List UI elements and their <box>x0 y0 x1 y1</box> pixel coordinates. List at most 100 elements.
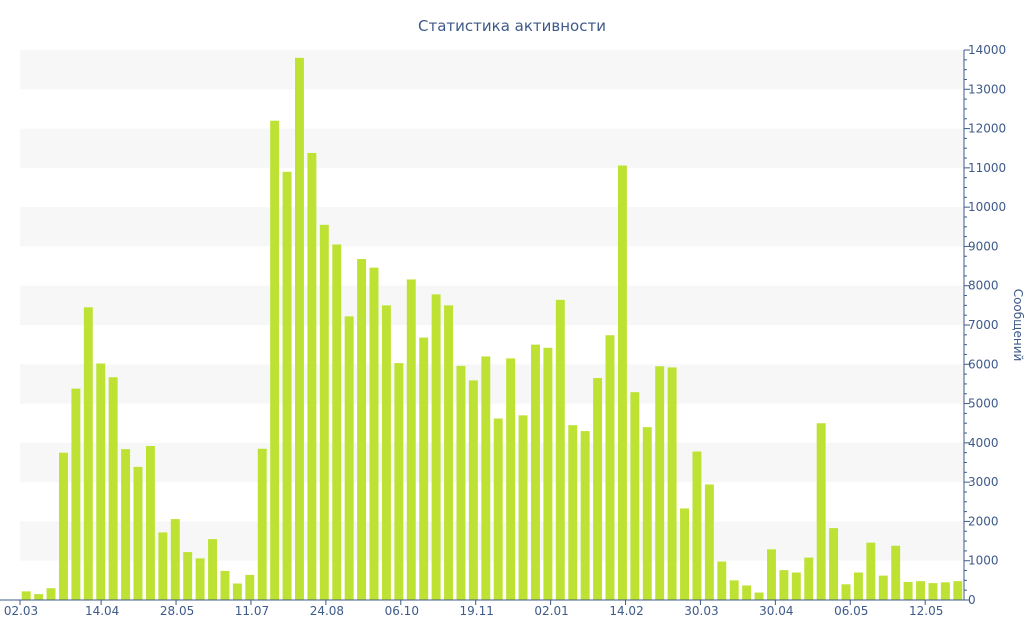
y-tick-label: 4000 <box>968 436 999 450</box>
bar <box>183 552 193 600</box>
y-axis: 0 1000 2000 3000 4000 5000 6000 7000 8000 9000 100… <box>963 43 1006 607</box>
bar <box>59 452 68 600</box>
bar <box>891 545 901 600</box>
bar <box>34 594 44 600</box>
bar <box>282 171 292 601</box>
bar <box>717 561 727 600</box>
bar <box>319 224 329 600</box>
bar <box>754 592 764 600</box>
bar <box>369 267 379 600</box>
x-tick-label: 14.02 <box>609 604 643 618</box>
bar <box>468 380 478 600</box>
bar <box>170 519 180 600</box>
x-tick-label: 19.11 <box>460 604 494 618</box>
grid-band <box>20 442 964 483</box>
bar <box>21 591 31 600</box>
y-tick-label: 13000 <box>968 82 1006 96</box>
bar <box>953 581 963 600</box>
chart-title: Статистика активности <box>418 17 606 35</box>
x-tick-label: 30.03 <box>684 604 718 618</box>
bar <box>617 165 627 600</box>
bar <box>555 299 565 600</box>
x-tick-label: 02.03 <box>4 604 38 618</box>
bar <box>456 365 466 600</box>
bar <box>357 259 367 600</box>
grid-band <box>20 364 964 404</box>
bar <box>568 425 578 600</box>
x-tick-label: 06.10 <box>385 604 419 618</box>
bar <box>208 539 217 600</box>
x-tick-label: 28.05 <box>160 604 194 618</box>
bar <box>878 575 888 600</box>
bar <box>145 446 155 600</box>
bar <box>381 305 391 600</box>
bar <box>121 449 131 600</box>
bar <box>791 572 801 600</box>
bar <box>295 57 304 601</box>
bar <box>655 366 665 600</box>
bar <box>431 294 441 600</box>
grid-bands <box>20 50 964 561</box>
y-tick-label: 10000 <box>968 200 1006 214</box>
y-tick-label: 2000 <box>968 514 999 528</box>
bar <box>481 356 491 600</box>
bar <box>680 508 689 600</box>
bar <box>829 528 839 600</box>
bar <box>270 120 280 601</box>
bar <box>816 423 826 600</box>
bar <box>46 588 56 600</box>
bar <box>916 581 925 600</box>
y-tick-label: 8000 <box>968 279 999 293</box>
y-tick-label: 14000 <box>968 43 1006 57</box>
bar <box>667 367 677 600</box>
bar <box>692 451 702 600</box>
bar <box>444 305 453 600</box>
x-tick-label: 30.04 <box>759 604 793 618</box>
x-tick-label: 11.07 <box>235 604 269 618</box>
bar <box>394 363 404 600</box>
bar <box>245 574 255 600</box>
bar <box>543 347 553 600</box>
bars-group <box>21 57 963 601</box>
bar <box>642 427 652 600</box>
bar <box>344 316 354 600</box>
y-axis-title: Сообщений <box>1011 289 1024 362</box>
grid-band <box>20 128 964 168</box>
bar <box>133 466 143 600</box>
bar <box>779 570 789 600</box>
y-tick-label: 1000 <box>968 554 999 568</box>
bar <box>767 549 776 600</box>
bar <box>940 582 950 600</box>
bar <box>506 358 516 600</box>
bar <box>593 378 603 600</box>
x-tick-label: 14.04 <box>85 604 119 618</box>
y-tick-label: 6000 <box>968 357 999 371</box>
bar <box>332 244 342 600</box>
bar <box>866 542 876 600</box>
x-axis: 02.03 14.04 28.05 11.07 24.08 06.10 19.11 02.01… <box>0 599 964 618</box>
bar <box>804 557 814 600</box>
x-tick-label: 02.01 <box>534 604 568 618</box>
y-tick-label: 3000 <box>968 475 999 489</box>
bar <box>71 388 81 600</box>
bar <box>531 344 540 600</box>
x-tick-label: 12.05 <box>909 604 943 618</box>
bar <box>580 431 590 600</box>
bar <box>742 585 752 600</box>
bar <box>158 532 168 600</box>
bar <box>493 418 503 600</box>
y-tick-label: 7000 <box>968 318 999 332</box>
bar <box>630 392 640 600</box>
x-tick-label: 24.08 <box>310 604 344 618</box>
y-tick-label: 0 <box>968 593 976 607</box>
bar <box>195 558 205 600</box>
bar <box>220 570 230 600</box>
bar <box>928 583 938 600</box>
bar <box>518 415 528 600</box>
bar <box>704 484 714 600</box>
y-tick-label: 12000 <box>968 122 1006 136</box>
y-tick-label: 9000 <box>968 239 999 253</box>
bar <box>307 152 317 600</box>
